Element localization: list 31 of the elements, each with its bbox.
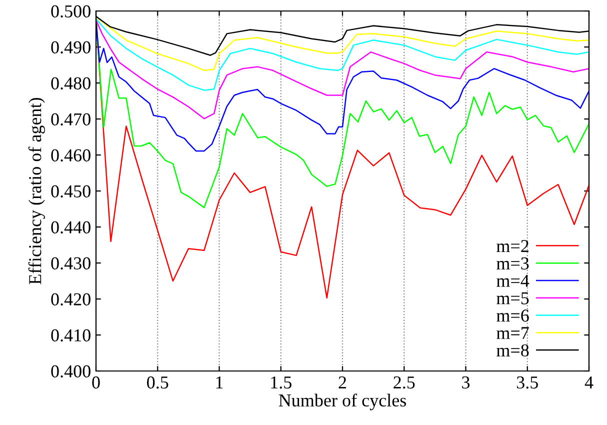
legend-label: m=5 xyxy=(496,292,529,304)
y-tick-label: 0.430 xyxy=(51,257,90,270)
legend-label: m=2 xyxy=(496,240,528,252)
y-axis-title: Efficiency (ratio of agent) xyxy=(28,98,45,284)
x-tick-label: 2 xyxy=(338,376,346,388)
legend-label: m=7 xyxy=(496,327,529,339)
y-tick-label: 0.490 xyxy=(51,41,90,54)
legend-label: m=6 xyxy=(496,310,529,322)
legend-label: m=8 xyxy=(496,344,529,356)
x-tick-label: 4 xyxy=(584,376,594,388)
x-tick-label: 1 xyxy=(216,376,223,388)
line-series xyxy=(96,19,589,120)
x-axis-title: Number of cycles xyxy=(278,394,406,410)
y-tick-label: 0.470 xyxy=(51,113,90,126)
y-tick-label: 0.450 xyxy=(51,185,90,198)
legend-label: m=4 xyxy=(496,274,530,287)
y-tick-label: 0.480 xyxy=(51,77,90,90)
x-tick-label: 0 xyxy=(92,376,100,389)
legend-label: m=3 xyxy=(496,257,529,270)
x-tick-label: 2.5 xyxy=(394,376,415,389)
x-tick-label: 3.5 xyxy=(516,376,538,389)
x-tick-label: 0.5 xyxy=(147,376,168,389)
line-series xyxy=(96,18,589,91)
y-tick-label: 0.500 xyxy=(51,5,90,18)
y-tick-label: 0.440 xyxy=(51,221,90,234)
x-tick-label: 3 xyxy=(462,376,470,389)
y-tick-label: 0.400 xyxy=(51,365,90,378)
y-tick-label: 0.410 xyxy=(51,329,90,342)
y-tick-label: 0.420 xyxy=(51,293,90,306)
x-tick-label: 1.5 xyxy=(271,376,292,389)
y-tick-label: 0.460 xyxy=(51,149,90,162)
